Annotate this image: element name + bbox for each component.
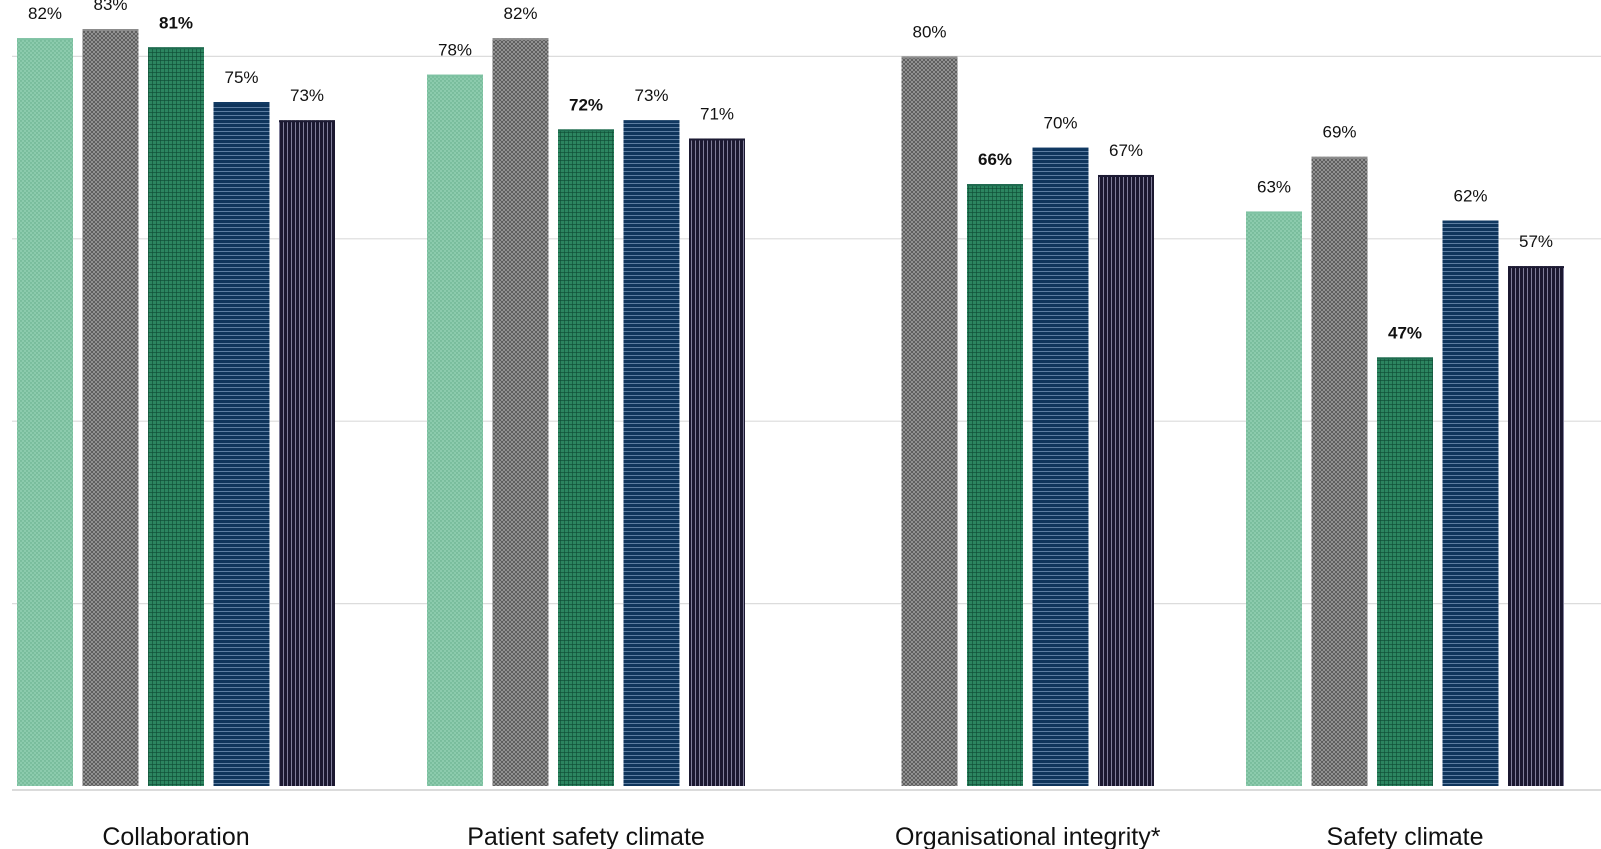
bar-collaboration-3 — [148, 47, 204, 786]
bar-safety-climate-2 — [1311, 156, 1368, 787]
data-label: 69% — [1322, 123, 1356, 142]
bar-patient-safety-climate-1 — [427, 74, 483, 786]
bar-safety-climate-5 — [1508, 266, 1564, 786]
data-label: 66% — [978, 150, 1012, 169]
bar-collaboration-4 — [213, 102, 270, 786]
bar-safety-climate-1 — [1246, 211, 1302, 786]
data-label: 57% — [1519, 232, 1553, 251]
bar-collaboration-1 — [17, 38, 73, 787]
bars — [17, 29, 1564, 787]
bar-collaboration-5 — [279, 120, 335, 787]
bar-safety-climate-3 — [1377, 357, 1433, 786]
bar-collaboration-2 — [82, 29, 139, 787]
data-label: 81% — [159, 13, 193, 32]
bar-patient-safety-climate-2 — [492, 38, 549, 787]
bar-patient-safety-climate-5 — [689, 138, 745, 787]
bar-patient-safety-climate-4 — [623, 120, 680, 787]
data-label: 63% — [1257, 177, 1291, 196]
category-label: Safety climate — [1326, 823, 1483, 849]
category-label: Patient safety climate — [467, 823, 705, 849]
data-label: 67% — [1109, 141, 1143, 160]
bar-organisational-integrity-4 — [1032, 147, 1089, 787]
data-label: 82% — [503, 4, 537, 23]
data-label: 82% — [28, 4, 62, 23]
data-label: 80% — [912, 22, 946, 41]
data-label: 75% — [224, 68, 258, 87]
bar-patient-safety-climate-3 — [558, 129, 614, 787]
category-label: Collaboration — [102, 823, 249, 849]
data-label: 62% — [1453, 187, 1487, 206]
data-label: 83% — [93, 0, 127, 14]
category-labels: Collaboration Patient safety climate Organ… — [102, 823, 1483, 849]
data-label: 78% — [438, 41, 472, 60]
data-label: 70% — [1043, 114, 1077, 133]
bar-safety-climate-4 — [1442, 220, 1499, 786]
data-label: 71% — [700, 104, 734, 123]
data-label: 73% — [634, 86, 668, 105]
category-label: Organisational integrity* — [895, 823, 1161, 849]
bar-organisational-integrity-2 — [901, 56, 958, 786]
data-label: 72% — [569, 95, 603, 114]
data-label: 73% — [290, 86, 324, 105]
data-label: 47% — [1388, 323, 1422, 342]
value-labels: 82% 83% 81% 75% 73% 78% 82% 72% 73% 71% 80% 66% 70% 6… — [28, 0, 1553, 342]
bar-organisational-integrity-5 — [1098, 174, 1154, 786]
bar-organisational-integrity-3 — [967, 184, 1023, 786]
